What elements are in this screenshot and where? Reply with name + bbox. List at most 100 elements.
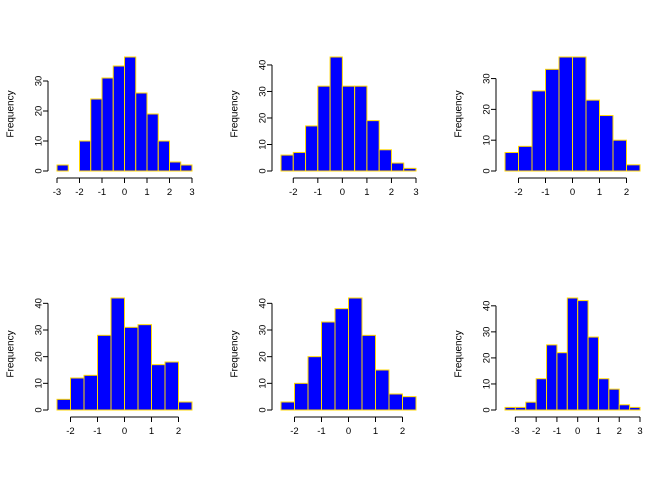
x-tick-label: 0 <box>570 187 575 198</box>
histogram-bar <box>618 404 631 411</box>
y-tick-label: 10 <box>34 378 45 389</box>
y-axis-label: Frequency <box>230 330 241 377</box>
x-tick-label: -2 <box>66 426 74 437</box>
x-tick-label: 3 <box>637 426 642 437</box>
histogram-bar <box>402 396 417 411</box>
y-tick-label: 0 <box>482 168 493 173</box>
histogram-bar <box>572 56 587 172</box>
histogram-bar <box>110 297 125 411</box>
x-tick-label: -1 <box>541 187 549 198</box>
y-tick-label: 0 <box>258 168 269 173</box>
x-tick-label: 0 <box>122 187 127 198</box>
x-tick-label: 0 <box>346 426 351 437</box>
y-tick-label: 30 <box>34 325 45 336</box>
histogram-bar <box>124 326 139 411</box>
histogram-bar <box>137 324 152 411</box>
histogram-bar <box>556 352 568 411</box>
y-tick-label: 30 <box>482 327 493 338</box>
y-axis-label: Frequency <box>6 90 17 137</box>
histogram-bar <box>545 68 560 172</box>
y-axis-label: Frequency <box>454 90 465 137</box>
histogram-bar <box>599 115 614 172</box>
histogram-bar <box>378 149 392 172</box>
x-tick-label: 0 <box>575 426 580 437</box>
y-tick-label: 20 <box>258 351 269 362</box>
y-tick-label: 0 <box>482 407 493 412</box>
x-tick-label: 1 <box>596 426 601 437</box>
x-tick-label: -1 <box>553 426 561 437</box>
y-tick-label: 40 <box>258 298 269 309</box>
histogram-bar <box>361 334 376 411</box>
x-tick-label: -1 <box>314 187 322 198</box>
histogram-bar <box>354 85 368 172</box>
y-tick-label: 40 <box>34 298 45 309</box>
histogram-bar <box>366 120 380 172</box>
x-tick-label: -3 <box>53 187 61 198</box>
histogram-bar <box>164 361 179 411</box>
x-tick-label: 1 <box>597 187 602 198</box>
histogram-bar <box>292 151 307 172</box>
histogram-bar <box>178 401 193 411</box>
histogram-bar <box>403 167 417 172</box>
x-tick-label: -2 <box>289 187 297 198</box>
histogram-bar <box>612 139 627 172</box>
y-tick-label: 20 <box>482 353 493 364</box>
histogram-bar <box>518 145 533 172</box>
y-tick-label: 0 <box>258 407 269 412</box>
histogram-bar <box>180 164 193 172</box>
histogram-bar <box>566 297 579 411</box>
y-tick-label: 0 <box>34 407 45 412</box>
x-tick-label: -3 <box>511 426 519 437</box>
histogram-bar <box>307 356 322 411</box>
histogram-bar <box>70 377 85 411</box>
histogram-bar <box>97 334 112 411</box>
y-tick-label: 10 <box>482 379 493 390</box>
histogram-bar <box>504 152 519 172</box>
y-tick-label: 10 <box>258 139 269 150</box>
y-tick-label: 30 <box>34 76 45 87</box>
y-tick-label: 30 <box>258 86 269 97</box>
histogram-bar <box>626 164 641 172</box>
x-tick-label: 1 <box>364 187 369 198</box>
y-tick-label: 20 <box>482 104 493 115</box>
histogram-bar <box>531 90 546 172</box>
x-tick-label: -1 <box>93 426 101 437</box>
y-tick-label: 20 <box>34 106 45 117</box>
x-tick-label: -1 <box>98 187 106 198</box>
histogram-bar <box>294 382 309 411</box>
y-tick-label: 40 <box>258 60 269 71</box>
histogram-bar <box>317 85 331 172</box>
histogram-bar <box>56 164 69 172</box>
y-tick-label: 0 <box>34 168 45 173</box>
histogram-bar <box>546 344 558 411</box>
x-tick-label: 2 <box>176 426 181 437</box>
x-tick-label: 1 <box>373 426 378 437</box>
histogram-bar <box>329 56 343 172</box>
y-tick-label: 10 <box>34 136 45 147</box>
y-tick-label: 30 <box>482 73 493 84</box>
x-tick-label: -2 <box>514 187 522 198</box>
y-axis-label: Frequency <box>230 90 241 137</box>
x-tick-label: 2 <box>400 426 405 437</box>
histogram-bar <box>90 98 103 172</box>
histogram-bar <box>101 77 114 172</box>
histogram-bar <box>629 406 641 411</box>
x-tick-label: -2 <box>75 187 83 198</box>
y-tick-label: 20 <box>34 351 45 362</box>
histogram-bar <box>597 378 610 411</box>
x-tick-label: 2 <box>624 187 629 198</box>
histogram-bar <box>375 369 390 411</box>
histogram-bar <box>280 154 294 172</box>
histogram-bar <box>112 65 125 172</box>
y-tick-label: 10 <box>482 135 493 146</box>
histogram-bar <box>146 113 159 172</box>
histogram-bar <box>514 406 527 411</box>
histogram-bar <box>587 336 599 411</box>
histogram-bar <box>558 56 573 172</box>
